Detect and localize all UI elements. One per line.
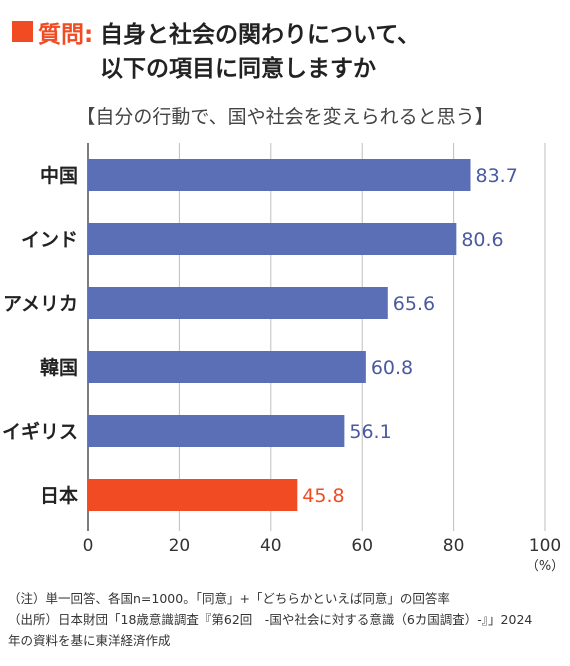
x-tick-label: 100	[529, 536, 561, 556]
category-label: イギリス	[2, 421, 78, 443]
x-tick-label: 0	[83, 536, 94, 556]
data-label: 45.8	[302, 485, 344, 507]
bar	[88, 159, 471, 191]
category-label: インド	[21, 229, 78, 251]
bar	[88, 351, 366, 383]
data-label: 56.1	[349, 421, 391, 443]
data-label: 83.7	[476, 165, 518, 187]
x-tick-label: 40	[260, 536, 282, 556]
x-tick-label: 20	[169, 536, 191, 556]
data-label: 65.6	[393, 293, 435, 315]
category-label: 日本	[40, 484, 78, 507]
bar	[88, 287, 388, 319]
category-label: 中国	[40, 164, 78, 187]
x-axis-unit: （%）	[526, 559, 564, 574]
x-tick-label: 80	[443, 536, 465, 556]
footnote-source-line2: 年の資料を基に東洋経済作成	[8, 633, 171, 648]
category-label: 韓国	[40, 356, 78, 379]
footnote-note: （注）単一回答、各国n=1000。「同意」+「どちらかといえば同意」の回答率	[8, 591, 450, 606]
data-label: 80.6	[461, 229, 503, 251]
question-title-line1: 自身と社会の関わりについて、	[100, 22, 421, 48]
question-label: 質問:	[38, 22, 94, 48]
data-label: 60.8	[371, 357, 413, 379]
accent-square-icon	[12, 21, 33, 42]
chart-subtitle: 【自分の行動で、国や社会を変えられると思う】	[76, 106, 494, 128]
category-label: アメリカ	[3, 293, 78, 315]
bar	[88, 223, 457, 255]
footnote-source-line1: （出所）日本財団「18歳意識調査『第62回 -国や社会に対する意識（6カ国調査）…	[8, 612, 533, 627]
question-title-line2: 以下の項目に同意しますか	[100, 56, 376, 82]
bar	[88, 415, 345, 447]
x-tick-label: 60	[351, 536, 373, 556]
bar	[88, 479, 298, 511]
